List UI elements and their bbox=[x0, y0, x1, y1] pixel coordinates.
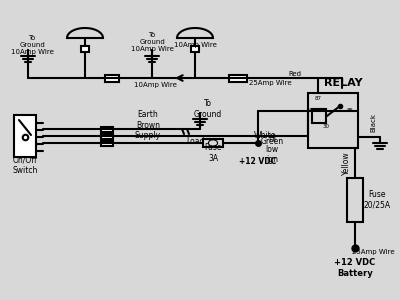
Text: White: White bbox=[254, 131, 276, 140]
FancyBboxPatch shape bbox=[347, 178, 363, 222]
Text: To
Ground
10Amp Wire: To Ground 10Amp Wire bbox=[10, 35, 54, 55]
Text: To
Ground
10Amp Wire: To Ground 10Amp Wire bbox=[130, 32, 174, 52]
FancyBboxPatch shape bbox=[229, 74, 247, 82]
FancyBboxPatch shape bbox=[308, 93, 358, 148]
Text: 25Amp Wire: 25Amp Wire bbox=[352, 249, 394, 255]
Text: Hi
low
ign: Hi low ign bbox=[266, 134, 278, 164]
FancyBboxPatch shape bbox=[203, 139, 223, 147]
Text: 25Amp Wire: 25Amp Wire bbox=[249, 80, 291, 86]
Text: 87: 87 bbox=[314, 95, 322, 101]
Text: Earth
Brown: Earth Brown bbox=[136, 110, 160, 130]
Text: 85: 85 bbox=[346, 109, 354, 113]
Text: Red: Red bbox=[288, 71, 302, 77]
FancyBboxPatch shape bbox=[101, 134, 113, 139]
Text: Fuse
20/25A: Fuse 20/25A bbox=[364, 190, 390, 210]
Text: 10Amp Wire: 10Amp Wire bbox=[174, 42, 216, 48]
Text: To
Ground: To Ground bbox=[194, 99, 222, 119]
Text: RELAY: RELAY bbox=[324, 78, 362, 88]
FancyBboxPatch shape bbox=[101, 140, 113, 146]
FancyBboxPatch shape bbox=[101, 127, 113, 131]
Text: On/Off
Switch: On/Off Switch bbox=[12, 155, 38, 175]
Text: Yellow: Yellow bbox=[342, 151, 350, 175]
FancyBboxPatch shape bbox=[312, 109, 326, 123]
FancyBboxPatch shape bbox=[191, 46, 199, 52]
FancyBboxPatch shape bbox=[14, 115, 36, 157]
Text: Black: Black bbox=[370, 112, 376, 131]
FancyBboxPatch shape bbox=[105, 74, 119, 82]
Text: 30: 30 bbox=[322, 124, 330, 128]
Text: 86: 86 bbox=[308, 109, 316, 113]
FancyBboxPatch shape bbox=[81, 46, 89, 52]
Text: 10Amp Wire: 10Amp Wire bbox=[134, 82, 176, 88]
Text: Load: Load bbox=[186, 137, 204, 146]
Text: Green: Green bbox=[260, 137, 284, 146]
Text: +12 VDC
Battery: +12 VDC Battery bbox=[334, 258, 376, 278]
Text: +12 VDC: +12 VDC bbox=[239, 158, 277, 166]
Text: Supply: Supply bbox=[135, 131, 161, 140]
Text: Fuse
3A: Fuse 3A bbox=[204, 143, 222, 163]
